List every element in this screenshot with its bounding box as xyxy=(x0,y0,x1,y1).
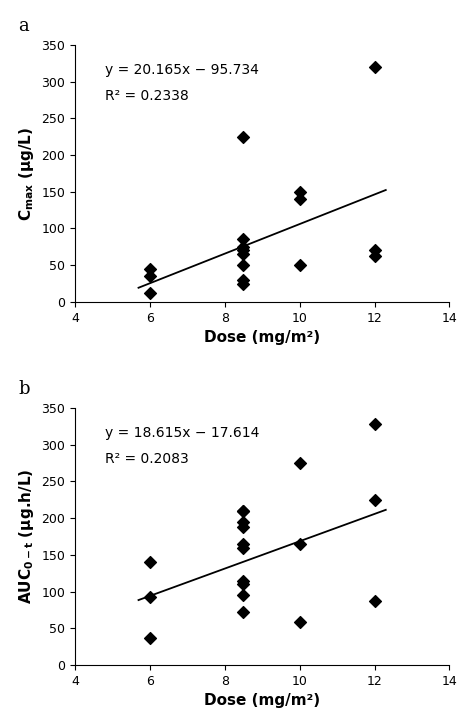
Point xyxy=(146,287,154,299)
Point xyxy=(296,457,303,469)
Point xyxy=(240,521,247,533)
Point xyxy=(240,606,247,618)
Point xyxy=(371,61,378,72)
Point xyxy=(240,542,247,553)
Point xyxy=(240,575,247,587)
Point xyxy=(240,274,247,286)
X-axis label: Dose (mg/m²): Dose (mg/m²) xyxy=(204,330,320,345)
Point xyxy=(371,418,378,430)
Y-axis label: C$_\mathregular{max}$ (μg/L): C$_\mathregular{max}$ (μg/L) xyxy=(17,126,36,220)
Text: R² = 0.2338: R² = 0.2338 xyxy=(105,88,189,102)
Point xyxy=(240,579,247,590)
Point xyxy=(296,538,303,550)
Point xyxy=(240,505,247,517)
X-axis label: Dose (mg/m²): Dose (mg/m²) xyxy=(204,693,320,708)
Point xyxy=(240,516,247,528)
Point xyxy=(146,263,154,275)
Point xyxy=(146,632,154,644)
Point xyxy=(240,241,247,252)
Point xyxy=(240,249,247,260)
Text: y = 20.165x − 95.734: y = 20.165x − 95.734 xyxy=(105,63,259,77)
Text: b: b xyxy=(18,380,30,398)
Text: y = 18.615x − 17.614: y = 18.615x − 17.614 xyxy=(105,426,259,440)
Point xyxy=(296,260,303,271)
Point xyxy=(240,538,247,550)
Point xyxy=(146,592,154,603)
Point xyxy=(240,244,247,256)
Point xyxy=(240,278,247,289)
Point xyxy=(240,233,247,245)
Point xyxy=(296,617,303,629)
Y-axis label: AUC$_\mathregular{0-t}$ (μg.h/L): AUC$_\mathregular{0-t}$ (μg.h/L) xyxy=(17,469,36,605)
Point xyxy=(146,557,154,568)
Point xyxy=(240,589,247,601)
Point xyxy=(371,595,378,607)
Point xyxy=(240,505,247,517)
Point xyxy=(296,194,303,205)
Point xyxy=(240,260,247,271)
Point xyxy=(240,130,247,142)
Text: a: a xyxy=(18,17,29,35)
Point xyxy=(371,251,378,262)
Text: R² = 0.2083: R² = 0.2083 xyxy=(105,452,189,465)
Point xyxy=(371,494,378,505)
Point xyxy=(371,244,378,256)
Point xyxy=(296,186,303,197)
Point xyxy=(146,270,154,282)
